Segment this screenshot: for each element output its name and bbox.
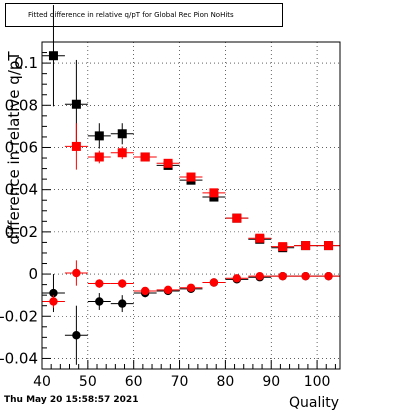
- x-tick-label: 50: [79, 374, 97, 390]
- data-point-square: [71, 99, 81, 109]
- data-point-circle: [140, 286, 150, 296]
- data-point-circle: [49, 297, 58, 306]
- y-tick-label: 0: [28, 265, 38, 283]
- data-point-circle: [118, 299, 127, 308]
- y-tick-label: 0.1: [14, 54, 38, 72]
- x-tick-label: 60: [125, 374, 143, 390]
- data-point-circle: [95, 297, 104, 306]
- data-point-circle: [163, 285, 173, 295]
- data-point-square: [163, 158, 173, 168]
- data-point-square: [209, 188, 219, 198]
- series-2: [64, 123, 340, 252]
- data-point-square: [71, 141, 81, 151]
- series-layer: [42, 5, 340, 365]
- data-point-square: [278, 242, 288, 252]
- data-point-circle: [324, 271, 333, 281]
- y-tick-label: 0.06: [5, 138, 38, 156]
- data-point-circle: [301, 271, 310, 281]
- grid: [42, 42, 340, 369]
- y-tick-label: -0.04: [0, 349, 38, 367]
- data-point-square: [117, 129, 127, 139]
- data-point-circle: [118, 279, 127, 288]
- data-point-square: [140, 152, 150, 162]
- chart-title-box: Fitted difference in relative q/pT for G…: [5, 3, 283, 27]
- y-axis-label: difference in relative q/pT: [5, 51, 23, 245]
- data-point-circle: [95, 279, 104, 288]
- y-tick-label: -0.02: [0, 307, 38, 325]
- data-point-circle: [255, 271, 264, 281]
- series-4: [42, 260, 340, 308]
- data-point-circle: [209, 278, 219, 287]
- data-point-circle: [232, 274, 242, 283]
- data-point-square: [186, 172, 196, 182]
- x-tick-label: 90: [262, 374, 280, 390]
- data-point-square: [232, 213, 242, 223]
- y-tick-label: 0.08: [5, 96, 38, 114]
- x-axis-label: Quality: [289, 395, 339, 410]
- timestamp: Thu May 20 15:58:57 2021: [4, 395, 139, 405]
- data-point-circle: [72, 331, 81, 340]
- data-point-square: [117, 148, 127, 158]
- y-tick-label: 0.02: [5, 223, 38, 241]
- x-tick-label: 40: [33, 374, 51, 390]
- x-tick-label: 70: [171, 374, 189, 390]
- data-point-circle: [278, 271, 287, 281]
- data-point-circle: [49, 288, 58, 298]
- data-point-circle: [186, 283, 196, 292]
- data-point-square: [301, 241, 311, 251]
- axes: 40 50 60 70 80 90 100 -0.04 -0.02 0 0.02 0.04 0.06 0.…: [0, 41, 341, 390]
- x-tick-label: 80: [216, 374, 234, 390]
- data-point-square: [255, 233, 265, 243]
- plot-frame: [41, 41, 341, 370]
- data-point-square: [94, 152, 104, 162]
- data-point-square: [48, 51, 58, 61]
- x-tick-label: 100: [304, 374, 331, 390]
- y-tick-label: 0.04: [5, 181, 38, 199]
- data-point-square: [324, 241, 334, 251]
- data-point-square: [94, 131, 104, 141]
- data-point-circle: [72, 268, 81, 278]
- chart-title: Fitted difference in relative q/pT for G…: [28, 11, 234, 19]
